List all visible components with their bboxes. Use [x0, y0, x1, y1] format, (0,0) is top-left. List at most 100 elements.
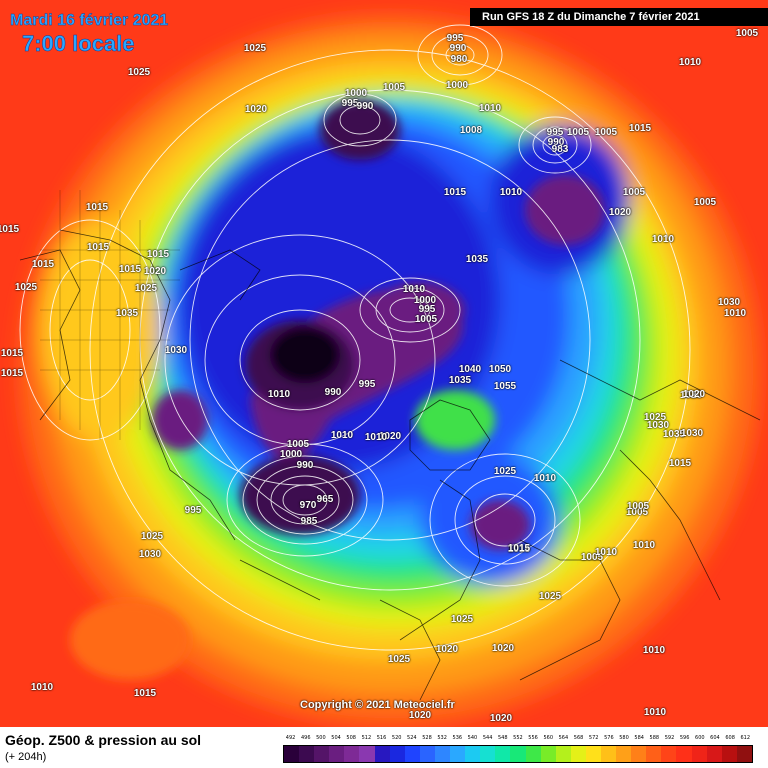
pressure-label: 1025	[643, 412, 667, 423]
scale-label: 592	[664, 735, 675, 741]
pressure-label: 1010	[632, 540, 656, 551]
pressure-label: 1005	[626, 501, 650, 512]
pressure-label: 1030	[717, 297, 741, 308]
scale-swatch	[540, 746, 556, 762]
scale-swatch	[495, 746, 511, 762]
scale-swatch	[616, 746, 632, 762]
pressure-label: 1020	[679, 390, 703, 401]
pressure-label: 1025	[127, 67, 151, 78]
pressure-label: 990	[547, 137, 565, 148]
pressure-label: 1000	[344, 88, 368, 99]
scale-swatch	[450, 746, 466, 762]
forecast-offset: (+ 204h)	[5, 751, 47, 763]
scale-label: 560	[543, 735, 553, 741]
pressure-label: 1030	[138, 549, 162, 560]
pressure-label: 1015	[133, 688, 157, 699]
scale-label: 600	[695, 735, 705, 741]
scale-swatch	[676, 746, 692, 762]
pressure-label: 970	[299, 500, 317, 511]
pressure-label: 1025	[450, 614, 474, 625]
scale-label: 532	[437, 735, 447, 741]
pressure-label: 1050	[488, 364, 512, 375]
scale-swatch	[299, 746, 315, 762]
pressure-label: 1020	[408, 710, 432, 721]
pressure-label: 1000	[445, 80, 469, 91]
pressure-label: 1015	[507, 544, 531, 555]
scale-label: 540	[467, 735, 478, 741]
scale-swatch	[691, 746, 707, 762]
scale-swatch	[631, 746, 647, 762]
pressure-label: 1020	[143, 266, 167, 277]
model-run-info: Run GFS 18 Z du Dimanche 7 février 2021	[470, 8, 768, 26]
scale-swatch	[706, 746, 722, 762]
scale-label: 596	[679, 735, 690, 741]
pressure-label: 1030	[646, 420, 670, 431]
scale-swatch	[570, 746, 586, 762]
pressure-label: 1055	[493, 381, 517, 392]
pressure-label: 1035	[662, 429, 686, 440]
scale-label: 512	[361, 735, 372, 741]
scale-swatch	[329, 746, 345, 762]
pressure-label: 1020	[489, 713, 513, 724]
pressure-label: 1010	[651, 234, 675, 245]
pressure-label: 1020	[244, 104, 268, 115]
pressure-label: 1040	[458, 364, 482, 375]
pressure-label: 1010	[499, 187, 523, 198]
pressure-label: 1005	[693, 197, 717, 208]
scale-label: 580	[619, 735, 629, 741]
pressure-label: 1010	[330, 430, 354, 441]
pressure-label: 1005	[566, 127, 590, 138]
pressure-label: 1035	[448, 375, 472, 386]
scale-label: 508	[346, 735, 356, 741]
pressure-label: 1008	[459, 125, 483, 136]
scale-label: 500	[316, 735, 326, 741]
pressure-label: 1005	[286, 439, 310, 450]
pressure-label: 1020	[682, 389, 706, 400]
pressure-label: 1015	[85, 202, 109, 213]
pressure-label: 1015	[118, 264, 142, 275]
pressure-label: 983	[551, 144, 569, 155]
scale-label: 612	[740, 735, 751, 741]
pressure-label: 990	[324, 387, 342, 398]
scale-swatch	[480, 746, 496, 762]
scale-label: 536	[452, 735, 463, 741]
pressure-label: 1025	[243, 43, 267, 54]
scale-label: 568	[573, 735, 584, 741]
scale-swatch	[404, 746, 420, 762]
pressure-label: 1015	[86, 242, 110, 253]
color-scale-labels: 492 496 500 504 508 512 516 520 524 528 532 536 540 5…	[283, 734, 753, 743]
scale-swatch	[721, 746, 737, 762]
scale-label: 496	[300, 735, 311, 741]
pressure-label: 1035	[115, 308, 139, 319]
scale-swatch	[434, 746, 451, 762]
pressure-label: 1015	[507, 543, 531, 554]
scale-swatch	[419, 746, 435, 762]
pressure-label: 1015	[146, 249, 170, 260]
pressure-label: 990	[449, 43, 467, 54]
scale-swatch	[374, 746, 390, 762]
pressure-label: 995	[446, 33, 464, 44]
scale-label: 520	[391, 735, 402, 741]
pressure-label: 1005	[735, 28, 759, 39]
pressure-label: 1005	[382, 82, 406, 93]
scale-label: 552	[513, 735, 523, 741]
pressure-label: 1025	[134, 283, 158, 294]
scale-swatch	[510, 746, 526, 762]
legend-bar: Géop. Z500 & pression au sol (+ 204h) 49…	[0, 727, 768, 768]
geopotential-field	[19, 15, 761, 725]
pressure-label: 1005	[580, 552, 604, 563]
pressure-label: 1015	[31, 259, 55, 270]
scale-swatch	[344, 746, 360, 762]
pressure-label: 1015	[0, 348, 24, 359]
pressure-label: 1015	[668, 458, 692, 469]
scale-label: 516	[376, 735, 387, 741]
pressure-label: 1005	[622, 187, 646, 198]
scale-label: 584	[634, 735, 644, 741]
pressure-label: 1030	[680, 428, 704, 439]
scale-label: 608	[725, 735, 735, 741]
scale-swatch	[314, 746, 330, 762]
pressure-label: 995	[184, 505, 202, 516]
chart-title: Géop. Z500 & pression au sol	[5, 732, 202, 748]
pressure-label: 1010	[642, 645, 666, 656]
scale-swatch	[646, 746, 662, 762]
